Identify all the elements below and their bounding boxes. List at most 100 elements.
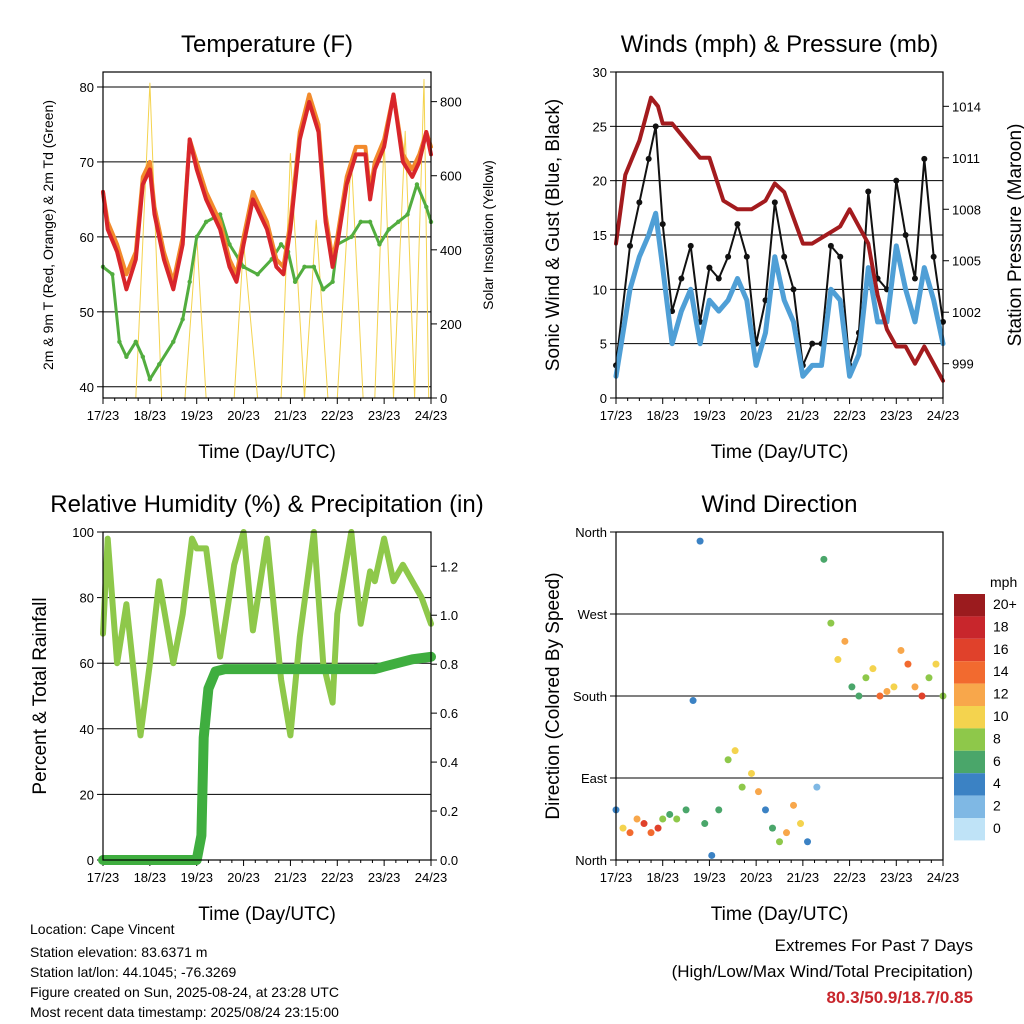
- point-direction: [715, 806, 723, 814]
- x-tick-label: 24/23: [927, 870, 960, 885]
- point-direction: [827, 619, 835, 627]
- y-tick-label: 80: [80, 80, 94, 95]
- colorbar-label: 4: [993, 775, 1001, 791]
- x-tick-label: 18/23: [134, 408, 167, 423]
- point-gust: [930, 253, 937, 260]
- colorbar-label: 10: [993, 708, 1009, 724]
- plot-frame: [615, 71, 944, 399]
- y-axis-label: Sonic Wind & Gust (Blue, Black): [543, 99, 564, 371]
- point-direction: [689, 697, 697, 705]
- x-tick-label: 23/23: [368, 408, 401, 423]
- y-tick-label: 100: [72, 525, 94, 540]
- chart-title: Relative Humidity (%) & Precipitation (i…: [50, 491, 483, 518]
- chart-title: Wind Direction: [701, 491, 857, 518]
- point-td: [124, 354, 129, 359]
- point-td: [157, 362, 162, 367]
- point-td: [367, 219, 373, 225]
- y2-tick-label: 1002: [952, 305, 981, 320]
- point-gust: [652, 123, 659, 130]
- y2-tick-label: 800: [440, 95, 462, 110]
- y2-tick-label: 1014: [952, 99, 981, 114]
- x-tick-label: 18/23: [134, 870, 167, 885]
- y2-tick-label: 600: [440, 169, 462, 184]
- point-direction: [862, 674, 870, 682]
- x-axis-label: Time (Day/UTC): [711, 442, 849, 463]
- extremes-subtitle: (High/Low/Max Wind/Total Precipitation): [671, 962, 973, 981]
- point-td: [349, 234, 354, 240]
- y2-tick-label: 0.2: [440, 804, 458, 819]
- point-direction: [883, 687, 891, 695]
- x-tick-label: 18/23: [646, 870, 679, 885]
- point-direction: [701, 820, 709, 828]
- point-gust: [902, 232, 909, 238]
- point-gust: [921, 155, 928, 162]
- colorbar-swatch: [954, 638, 985, 662]
- x-axis-label: Time (Day/UTC): [198, 904, 336, 925]
- y2-tick-label: 0.0: [440, 853, 458, 868]
- y-tick-label: 5: [600, 337, 607, 352]
- point-direction: [731, 747, 739, 755]
- y2-tick-label: 0.8: [440, 657, 458, 672]
- y-tick-label: 50: [80, 305, 94, 320]
- x-tick-label: 22/23: [321, 870, 354, 885]
- y-tick-label: 25: [593, 119, 607, 134]
- colorbar-label: 16: [993, 641, 1009, 657]
- point-gust: [865, 188, 872, 195]
- y2-tick-label: 999: [952, 357, 974, 372]
- point-direction: [841, 637, 849, 645]
- chart-panel-4: Wind Direction Time (Day/UTC) North East Sou…: [543, 491, 1017, 925]
- point-direction: [768, 824, 776, 832]
- x-tick-label: 24/23: [415, 408, 448, 423]
- point-direction: [813, 783, 821, 791]
- x-axis-label: Time (Day/UTC): [711, 904, 849, 925]
- y2-tick-label: 1005: [952, 254, 981, 269]
- point-direction: [783, 829, 791, 837]
- y2-tick-label: 0: [440, 391, 447, 406]
- colorbar-swatch: [954, 795, 985, 818]
- x-tick-label: 19/23: [693, 408, 726, 423]
- point-direction: [673, 815, 681, 823]
- point-direction: [724, 756, 732, 764]
- x-tick-label: 20/23: [740, 870, 773, 885]
- y-axis-label: Percent & Total Rainfall: [30, 597, 51, 794]
- y2-tick-label: 1.2: [440, 559, 458, 574]
- x-tick-label: 23/23: [880, 408, 913, 423]
- y-tick-label: 0: [600, 391, 607, 406]
- y-tick-label: 40: [80, 380, 94, 395]
- point-td: [241, 264, 246, 270]
- x-tick-label: 23/23: [368, 870, 401, 885]
- point-direction: [820, 555, 828, 563]
- point-td: [171, 339, 176, 344]
- station-location: Location: Cape Vincent: [30, 921, 175, 937]
- point-gust: [743, 253, 750, 260]
- series-gust: [615, 125, 944, 367]
- point-direction: [682, 806, 690, 814]
- point-td: [377, 242, 382, 247]
- point-direction: [834, 656, 842, 664]
- colorbar-label: 0: [993, 820, 1001, 836]
- x-tick-label: 22/23: [321, 408, 354, 423]
- y2-tick-label: 1008: [952, 202, 981, 217]
- point-gust: [678, 275, 685, 282]
- y2-tick-label: 400: [440, 243, 462, 258]
- point-direction: [855, 692, 863, 700]
- y2-tick-label: 1011: [952, 151, 980, 166]
- colorbar-swatch: [954, 773, 985, 796]
- y-tick-label: West: [578, 607, 608, 622]
- y-tick-label: 20: [80, 787, 94, 802]
- point-gust: [911, 275, 918, 282]
- series-pressure: [614, 95, 945, 383]
- y-tick-label: 80: [80, 591, 94, 606]
- point-direction: [696, 537, 704, 545]
- point-direction: [797, 820, 805, 828]
- series-wind: [613, 210, 946, 379]
- x-tick-label: 21/23: [787, 408, 820, 423]
- point-gust: [734, 221, 741, 228]
- point-direction: [897, 646, 905, 654]
- point-direction: [848, 683, 856, 691]
- x-tick-label: 17/23: [600, 408, 633, 423]
- point-td: [227, 242, 232, 247]
- y-tick-label: 0: [87, 853, 94, 868]
- colorbar-title: mph: [990, 574, 1017, 590]
- extremes-title: Extremes For Past 7 Days: [774, 936, 973, 955]
